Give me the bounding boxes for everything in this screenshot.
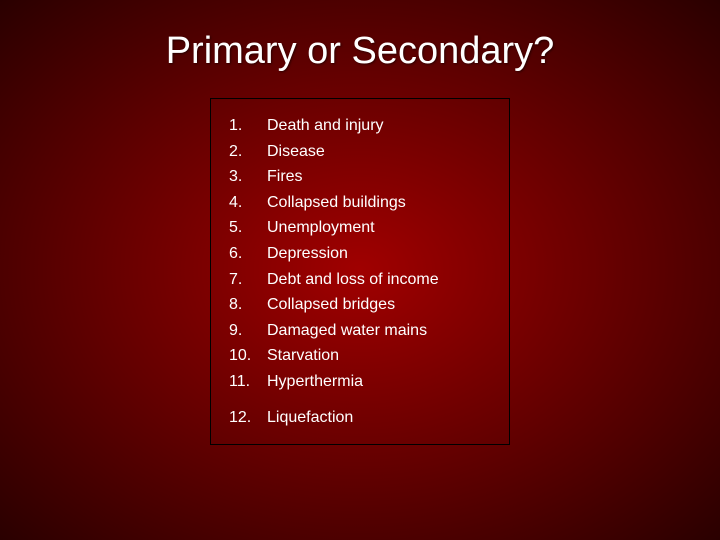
list-item-text: Collapsed buildings <box>267 190 491 216</box>
list-item: 8. Collapsed bridges <box>229 292 491 318</box>
list-item-number: 9. <box>229 318 267 344</box>
list-item-text: Disease <box>267 139 491 165</box>
list-item: 2. Disease <box>229 139 491 165</box>
list-item-number: 7. <box>229 267 267 293</box>
list-item: 4. Collapsed buildings <box>229 190 491 216</box>
list-item-number: 10. <box>229 343 267 369</box>
list-gap <box>229 395 491 405</box>
list-item: 10. Starvation <box>229 343 491 369</box>
list-item-text: Unemployment <box>267 215 491 241</box>
list-item-number: 11. <box>229 369 267 395</box>
list-item-text: Fires <box>267 164 491 190</box>
list-item: 6. Depression <box>229 241 491 267</box>
list-item-text: Death and injury <box>267 113 491 139</box>
list-item: 12. Liquefaction <box>229 405 491 431</box>
list-item-number: 1. <box>229 113 267 139</box>
list-item: 3. Fires <box>229 164 491 190</box>
list-item-number: 6. <box>229 241 267 267</box>
list-item-number: 2. <box>229 139 267 165</box>
list-item-text: Hyperthermia <box>267 369 491 395</box>
list-item-number: 5. <box>229 215 267 241</box>
list-item-number: 3. <box>229 164 267 190</box>
list-item-number: 8. <box>229 292 267 318</box>
list-item-text: Depression <box>267 241 491 267</box>
list-item-text: Damaged water mains <box>267 318 491 344</box>
list-item-text: Starvation <box>267 343 491 369</box>
list-item: 7. Debt and loss of income <box>229 267 491 293</box>
list-item: 1. Death and injury <box>229 113 491 139</box>
list-item-text: Debt and loss of income <box>267 267 491 293</box>
slide-title: Primary or Secondary? <box>0 0 720 98</box>
list-item-text: Collapsed bridges <box>267 292 491 318</box>
list-container: 1. Death and injury 2. Disease 3. Fires … <box>210 98 510 445</box>
list-item: 5. Unemployment <box>229 215 491 241</box>
list-item: 9. Damaged water mains <box>229 318 491 344</box>
list-item-text: Liquefaction <box>267 405 491 431</box>
list-item: 11. Hyperthermia <box>229 369 491 395</box>
list-item-number: 4. <box>229 190 267 216</box>
list-item-number: 12. <box>229 405 267 431</box>
